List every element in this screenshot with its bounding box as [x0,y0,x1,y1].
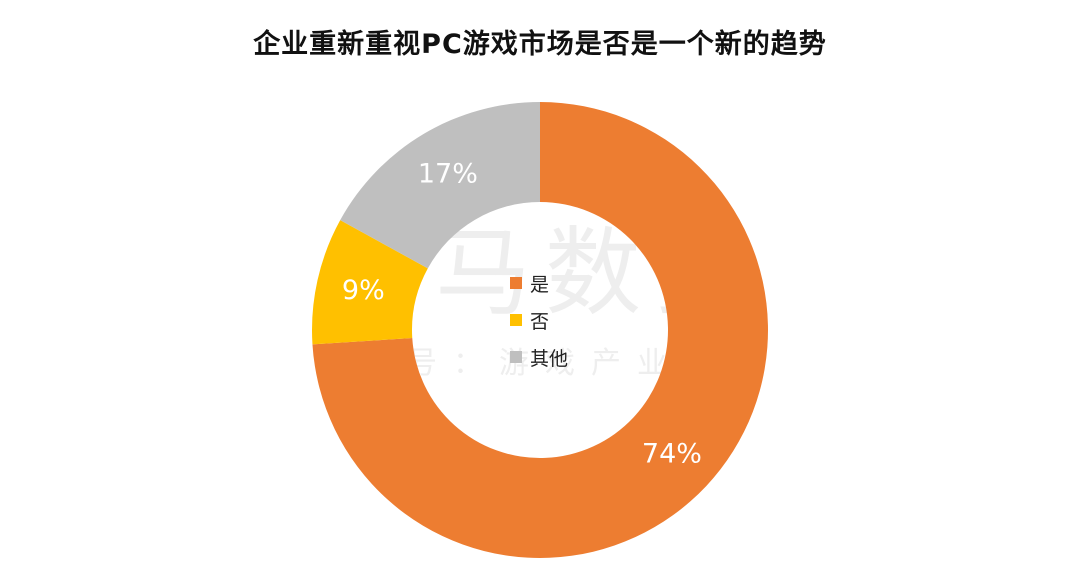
legend-item-no: 否 [510,305,568,335]
legend-item-yes: 是 [510,268,568,298]
legend-label: 其他 [530,347,569,370]
slice-no [312,220,428,345]
legend-label: 是 [530,273,550,296]
legend-swatch [510,277,522,289]
legend-item-other: 其他 [510,342,568,372]
slice-label-other: 17% [418,159,478,190]
legend-swatch [510,314,522,326]
slice-label-no: 9% [342,275,385,306]
chart-title: 企业重新重视PC游戏市场是否是一个新的趋势 [253,29,827,60]
slice-label-yes: 74% [642,438,702,469]
legend-label: 否 [530,310,550,333]
slice-yes [312,102,768,558]
legend-swatch [510,351,522,363]
slice-other [340,102,540,269]
legend: 是 否 其他 [510,268,568,379]
